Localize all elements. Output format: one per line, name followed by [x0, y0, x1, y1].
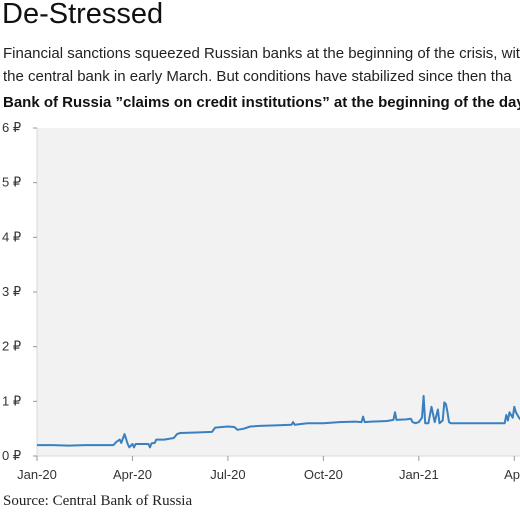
x-tick-label: Jan-21	[399, 467, 439, 482]
x-tick-label: Apr-20	[113, 467, 152, 482]
x-tick-label: Oct-20	[304, 467, 343, 482]
subtitle: Financial sanctions squeezed Russian ban…	[3, 42, 520, 88]
page-title: De-Stressed	[2, 0, 164, 30]
plot-background	[37, 128, 520, 456]
series-group	[37, 394, 520, 449]
y-tick-label: 3 ₽	[2, 284, 21, 299]
x-tick-label: Jul-20	[210, 467, 245, 482]
x-axis: Jan-20 Apr-20 Jul-20 Oct-20 Jan-21 Apr	[17, 456, 520, 482]
source-note: Source: Central Bank of Russia	[3, 493, 193, 509]
subtitle-line-1: Financial sanctions squeezed Russian ban…	[3, 45, 520, 62]
y-tick-label: 5 ₽	[2, 175, 21, 190]
series-line	[37, 394, 520, 449]
y-tick-label: 1 ₽	[2, 393, 21, 408]
y-tick-label: 0 ₽	[2, 448, 21, 463]
y-tick-label: 6 ₽	[2, 120, 21, 135]
x-tick-label: Jan-20	[17, 467, 57, 482]
y-axis: 0 ₽ 1 ₽ 2 ₽ 3 ₽ 4 ₽ 5 ₽ 6 ₽	[2, 120, 37, 463]
y-tick-label: 4 ₽	[2, 229, 21, 244]
x-tick-label: Apr	[504, 467, 520, 482]
chart-title: Bank of Russia ”claims on credit institu…	[3, 94, 520, 111]
y-tick-label: 2 ₽	[2, 339, 21, 354]
subtitle-line-2: the central bank in early March. But con…	[3, 68, 512, 85]
